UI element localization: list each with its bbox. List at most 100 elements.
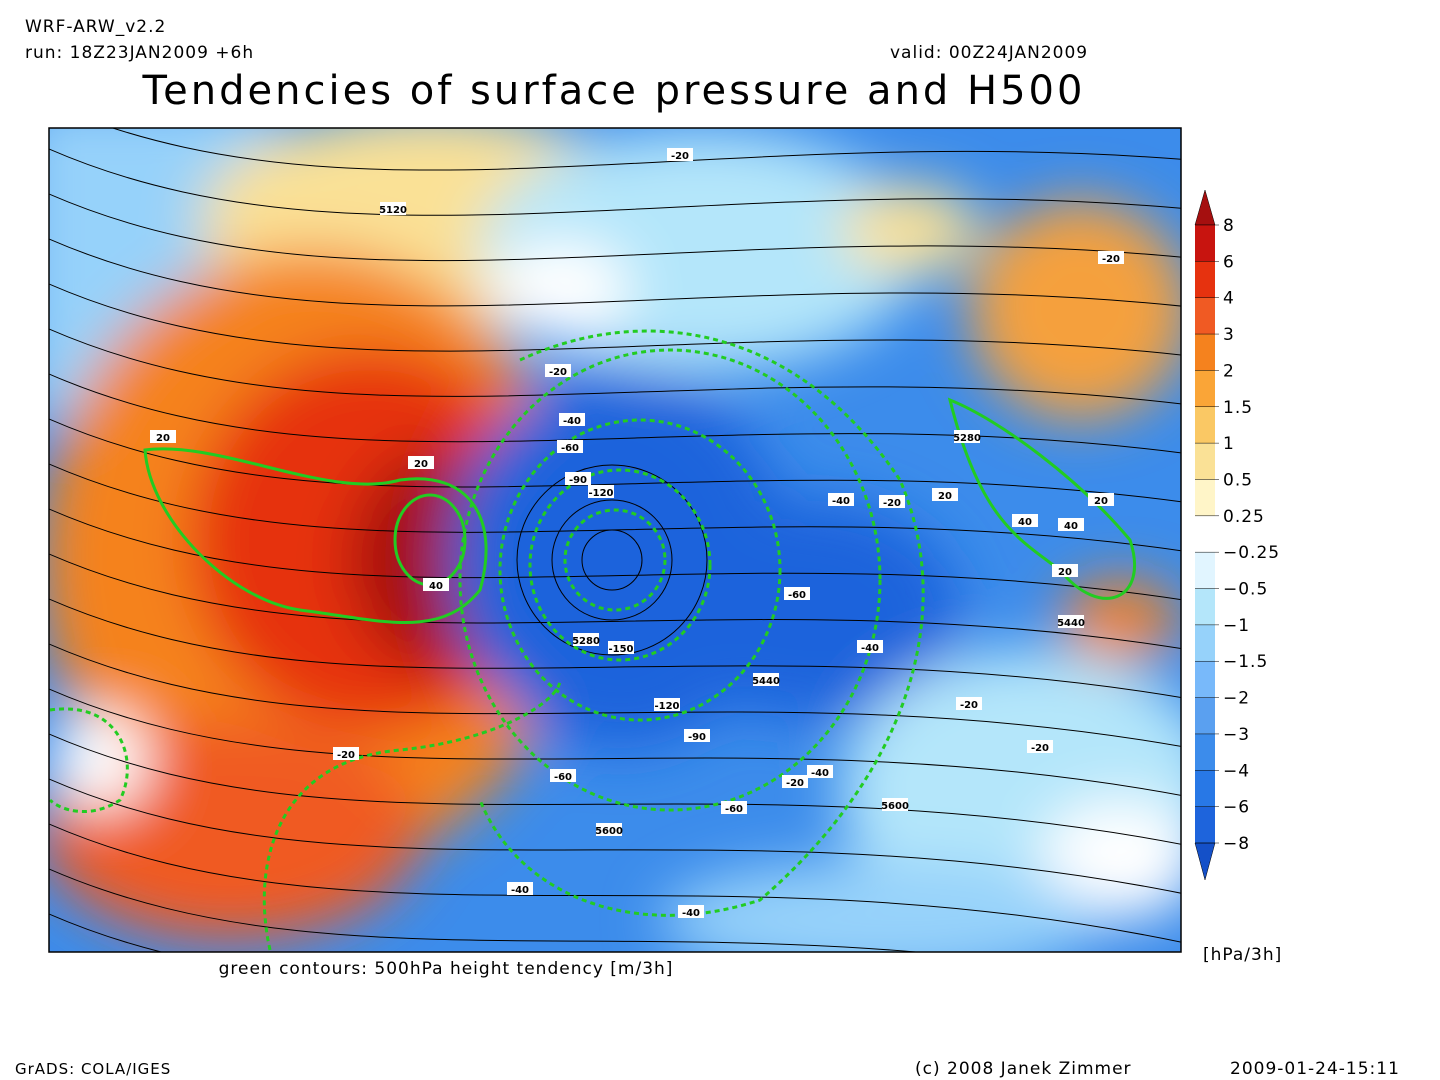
colorbar-segment: [1195, 697, 1215, 734]
contour-label: -40: [682, 908, 700, 919]
colorbar-label: −6: [1223, 798, 1250, 818]
contour-label: 5440: [1057, 618, 1085, 629]
colorbar-segment: [1195, 552, 1215, 589]
contour-label-box: [678, 905, 704, 918]
height-contour: [49, 148, 1181, 216]
contour-label-box: [1052, 564, 1078, 577]
colorbar-segment: [1195, 661, 1215, 698]
contour-label: -120: [654, 701, 679, 712]
colorbar-label: −1: [1223, 616, 1250, 636]
contour-label: -40: [563, 416, 581, 427]
contour-label: -20: [1031, 743, 1049, 754]
contour-label-box: [879, 495, 905, 508]
contour-label-box: [596, 823, 622, 836]
colorbar-segment: [1195, 225, 1215, 262]
colorbar-segment: [1195, 443, 1215, 480]
contour-label: -60: [788, 590, 806, 601]
colorbar-label: −8: [1223, 834, 1250, 854]
timestamp: 2009-01-24-15:11: [1230, 1059, 1400, 1079]
contour-label: -40: [861, 643, 879, 654]
contour-label-box: [1027, 740, 1053, 753]
contour-label: 5440: [752, 676, 780, 687]
colorbar-label: 2: [1223, 361, 1235, 381]
contour-label: 40: [1018, 517, 1032, 528]
contour-label-box: [753, 673, 779, 686]
contour-label-box: [565, 472, 591, 485]
map-field: -205120-20-20-40-602020-90-120405280-40-…: [49, 128, 1181, 952]
contour-label-box: [782, 775, 808, 788]
contour-label-box: [882, 798, 908, 811]
contour-label-box: [573, 633, 599, 646]
height-contour: [49, 508, 1181, 601]
height-contour: [49, 598, 1181, 699]
colorbar-label: 6: [1223, 252, 1235, 272]
colorbar-arrow: [1194, 842, 1216, 881]
colorbar-segment: [1195, 334, 1215, 371]
contour-label-box: [408, 456, 434, 469]
colorbar-segment: [1195, 624, 1215, 662]
contour-label-box: [857, 640, 883, 653]
contour-label-box: [1098, 251, 1124, 264]
contour-label: -60: [554, 772, 572, 783]
contour-label: -20: [786, 778, 804, 789]
height-contour: [111, 128, 1181, 171]
contour-label: -60: [561, 443, 579, 454]
contour-label: 20: [156, 433, 170, 444]
contour-label-box: [784, 587, 810, 600]
height-contour: [49, 193, 1181, 262]
contour-label: 20: [414, 459, 428, 470]
height-contour: [49, 418, 1181, 503]
contour-label: 5120: [379, 205, 407, 216]
contour-label-box: [654, 698, 680, 711]
colorbar-label: −1.5: [1223, 652, 1268, 672]
contour-label: -40: [811, 768, 829, 779]
colorbar-label: −3: [1223, 725, 1250, 745]
contour-label-box: [1058, 518, 1084, 531]
colorbar-segment: [1195, 588, 1215, 625]
colorbar-unit: [hPa/3h]: [1203, 945, 1282, 965]
contour-label-box: [932, 488, 958, 501]
valid-time: valid: 00Z24JAN2009: [890, 43, 1088, 63]
contour-label-box: [588, 485, 614, 498]
low-contour: [551, 499, 673, 621]
height-contour: [49, 688, 1181, 796]
contour-label: -40: [832, 496, 850, 507]
contour-label: -20: [1102, 254, 1120, 265]
contour-label-box: [608, 641, 634, 654]
contour-label: 20: [1094, 496, 1108, 507]
low-contour: [581, 529, 643, 591]
colorbar-segment: [1195, 297, 1215, 335]
contour-label-box: [557, 440, 583, 453]
colorbar-segment: [1195, 733, 1215, 771]
contour-label: 40: [429, 581, 443, 592]
colorbar-label: 0.25: [1223, 507, 1265, 527]
contour-label: -20: [883, 498, 901, 509]
contour-label-box: [1058, 615, 1084, 628]
map-caption: green contours: 500hPa height tendency […: [219, 959, 674, 979]
height-contour: [49, 373, 1181, 454]
contour-label: -150: [608, 644, 633, 655]
height-contour: [49, 643, 1181, 747]
contour-label: -20: [549, 367, 567, 378]
colorbar-segment: [1195, 479, 1215, 516]
colorbar-segment: [1195, 370, 1215, 407]
contour-label-box: [559, 413, 585, 426]
contour-label: 5280: [953, 433, 981, 444]
contour-label: 20: [1058, 567, 1072, 578]
map-title: Tendencies of surface pressure and H500: [142, 68, 1086, 114]
contour-label-box: [545, 364, 571, 377]
colorbar-label: −0.25: [1223, 543, 1280, 563]
colorbar-label: 1: [1223, 434, 1235, 454]
colorbar-segment: [1195, 806, 1215, 843]
colorbar-label: 4: [1223, 289, 1235, 309]
contour-label: -120: [588, 488, 613, 499]
contour-label-box: [1012, 514, 1038, 527]
colorbar-label: −0.5: [1223, 580, 1268, 600]
height-contour: [49, 868, 922, 952]
colorbar-label: −2: [1223, 689, 1250, 709]
contour-label-box: [828, 493, 854, 506]
contour-label: -60: [725, 804, 743, 815]
contour-label-box: [423, 578, 449, 591]
colorbar-arrow: [1194, 189, 1216, 226]
